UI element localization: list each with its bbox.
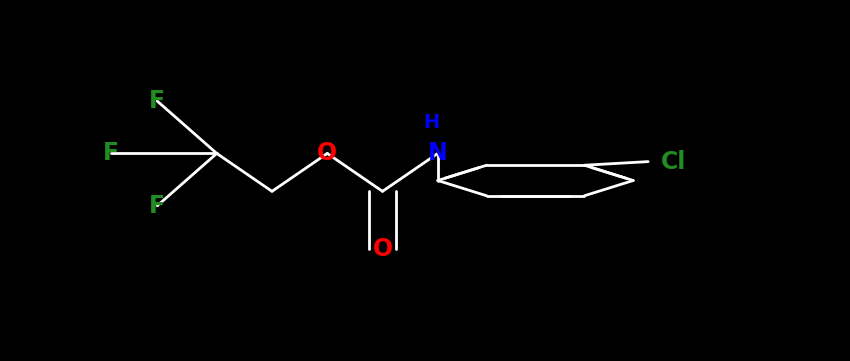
Text: O: O (372, 237, 393, 261)
Text: H: H (422, 113, 439, 132)
Text: F: F (150, 194, 165, 218)
Text: F: F (103, 142, 118, 165)
Text: O: O (317, 142, 337, 165)
Text: Cl: Cl (661, 149, 686, 174)
Text: F: F (150, 89, 165, 113)
Text: N: N (428, 142, 448, 165)
